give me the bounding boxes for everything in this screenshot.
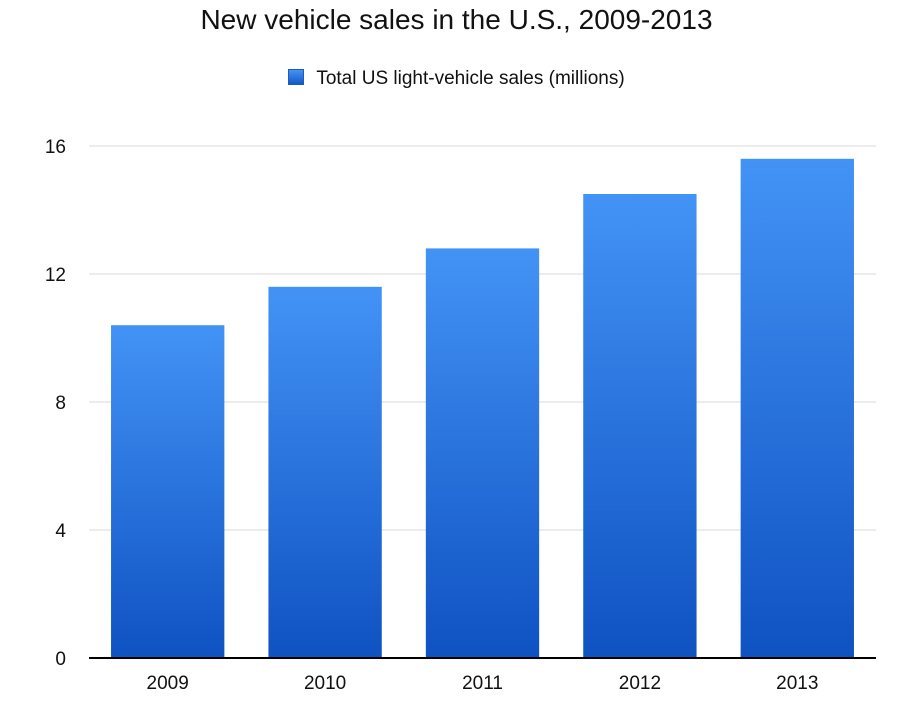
y-tick-label: 0 xyxy=(55,649,66,670)
bar xyxy=(740,158,854,659)
x-tick-label: 2011 xyxy=(462,673,503,694)
legend: Total US light-vehicle sales (millions) xyxy=(0,68,913,90)
bar xyxy=(111,325,225,658)
y-tick-label: 12 xyxy=(45,265,66,286)
chart-title: New vehicle sales in the U.S., 2009-2013 xyxy=(200,4,713,35)
tick-labels: 0 4 8 12 16 2009 2010 2011 2012 2013 xyxy=(45,137,819,694)
legend-label: Total US light-vehicle sales (millions) xyxy=(316,68,625,89)
x-tick-label: 2010 xyxy=(304,673,346,694)
x-tick-label: 2013 xyxy=(776,673,818,694)
x-tick-label: 2009 xyxy=(147,673,189,694)
x-tick-label: 2012 xyxy=(619,673,661,694)
bar xyxy=(583,194,697,658)
legend-swatch-icon xyxy=(288,69,305,85)
y-tick-label: 8 xyxy=(55,393,66,414)
bar xyxy=(425,248,540,658)
y-tick-label: 16 xyxy=(45,137,66,158)
y-tick-label: 4 xyxy=(55,521,66,542)
bars xyxy=(111,158,854,659)
bar xyxy=(268,286,382,658)
